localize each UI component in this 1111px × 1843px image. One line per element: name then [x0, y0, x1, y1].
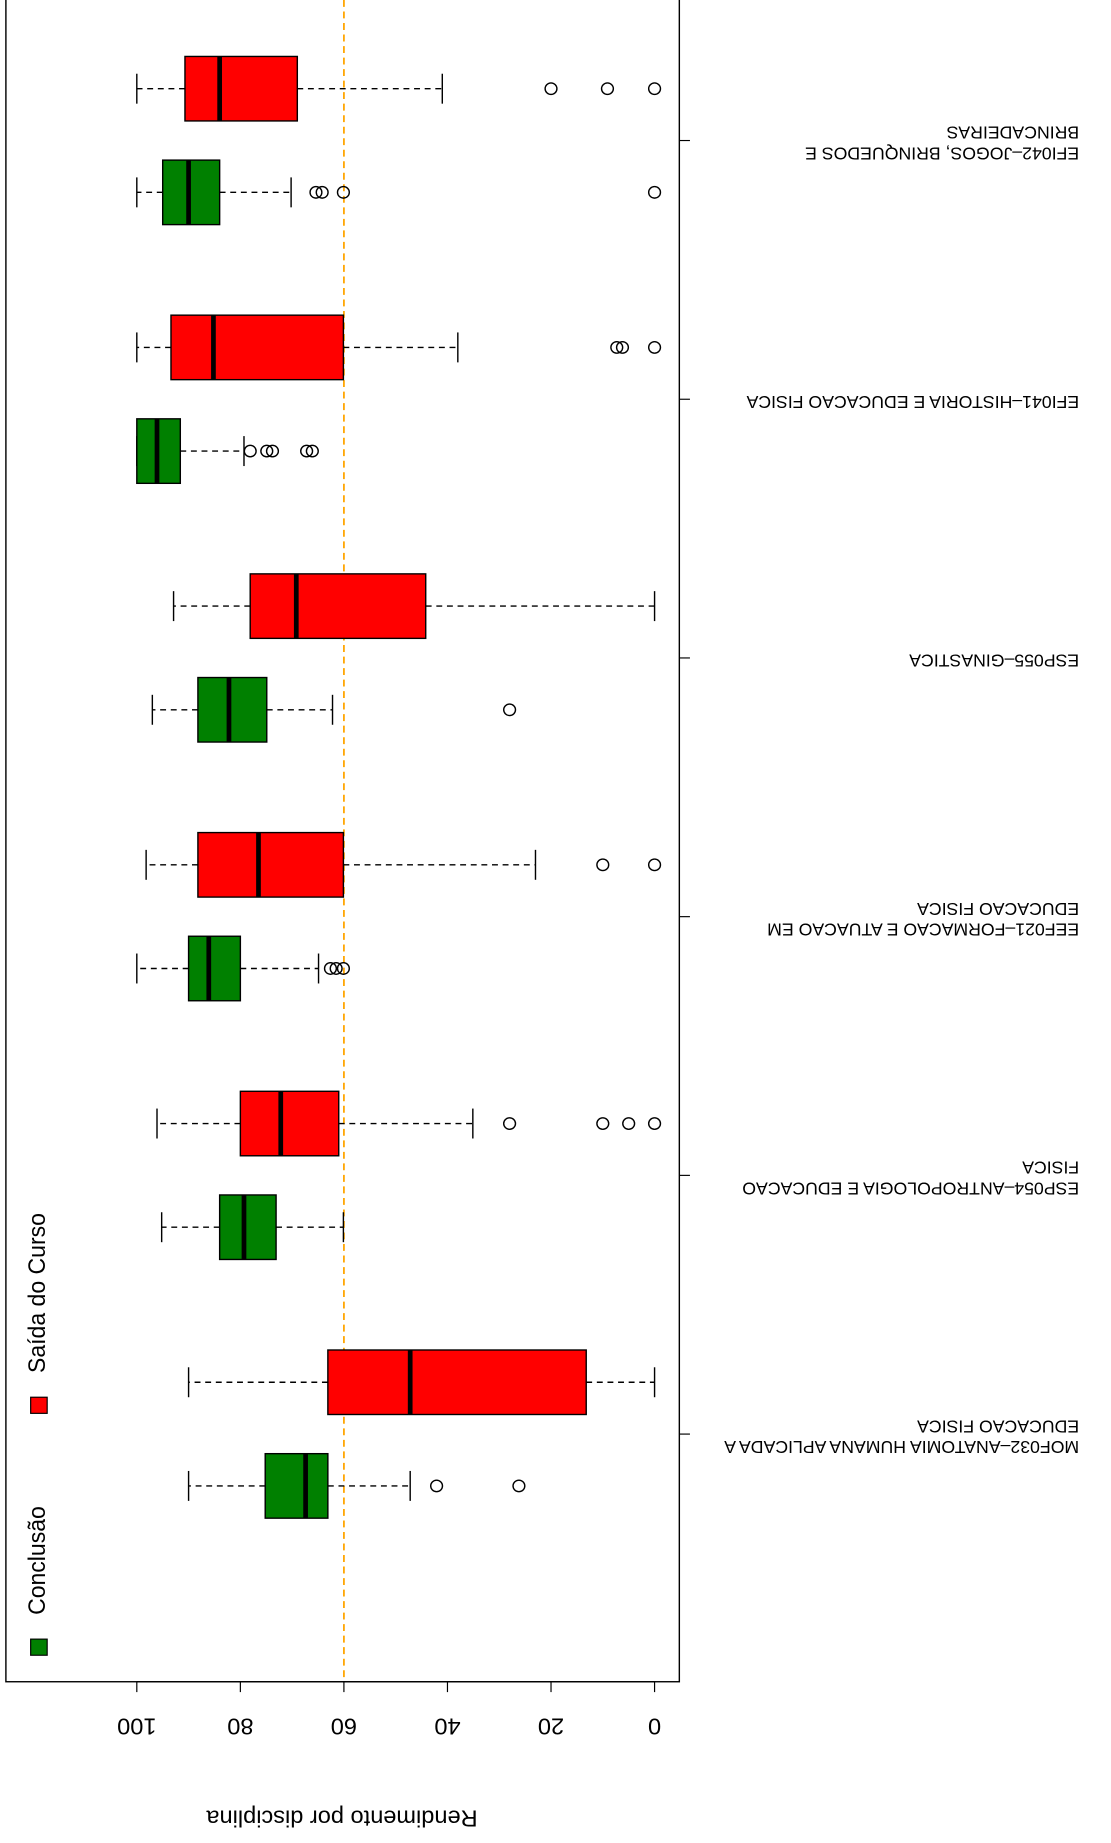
outlier: [336, 185, 351, 199]
outlier: [429, 1479, 444, 1493]
y-tick-label: 80: [227, 1713, 253, 1739]
outlier: [502, 1117, 517, 1130]
category-label: ESP055–GINASTICA: [909, 651, 1079, 671]
outlier: [596, 1117, 610, 1130]
category-label: EDUCACAO FISICA: [917, 899, 1079, 919]
outlier: [315, 185, 329, 199]
outlier: [615, 340, 630, 354]
outlier: [622, 1117, 636, 1130]
category-label: ESP054–ANTROPOLOGIA E EDUCACAO: [742, 1178, 1079, 1198]
category-label: EFI041–HISTORIA E EDUCACAO FISICA: [746, 392, 1079, 412]
box: [327, 1349, 587, 1416]
outlier: [323, 962, 338, 975]
box: [218, 1194, 277, 1261]
category-label: EDUCACAO FISICA: [917, 1416, 1079, 1436]
y-tick-label: 60: [331, 1713, 357, 1739]
outlier: [309, 185, 323, 199]
legend-swatch: [30, 1638, 48, 1656]
y-tick-label: 0: [648, 1713, 661, 1739]
outlier: [260, 444, 274, 458]
outlier: [600, 82, 615, 96]
box: [170, 314, 345, 381]
box: [197, 831, 345, 898]
outlier: [647, 858, 662, 872]
box: [184, 55, 299, 122]
box: [161, 159, 221, 226]
outlier: [647, 82, 662, 96]
box: [187, 935, 242, 1002]
outlier: [300, 444, 314, 458]
outlier: [243, 444, 257, 458]
legend-swatch: [30, 1396, 48, 1414]
outlier: [647, 340, 662, 354]
outlier: [329, 962, 343, 975]
y-tick-label: 20: [538, 1713, 564, 1739]
outlier: [502, 703, 517, 717]
outlier: [512, 1479, 526, 1493]
category-label: BRINCADEIRAS: [947, 123, 1080, 143]
box: [249, 573, 427, 640]
category-label: FISICA: [1022, 1158, 1079, 1178]
category-label: MOF032–ANATOMIA HUMANA APLICADA A: [724, 1437, 1079, 1457]
outlier: [610, 340, 624, 354]
y-tick-label: 100: [117, 1713, 156, 1739]
category-label: EFI042–JOGOS, BRINQUEDOS E: [805, 144, 1079, 164]
box: [239, 1090, 340, 1157]
outlier: [336, 962, 351, 975]
y-axis-label: Rendimento por disciplina: [206, 1805, 477, 1831]
outlier: [265, 444, 280, 458]
category-label: EEF021–FORMACAO E ATUACAO EM: [767, 920, 1079, 940]
outlier: [305, 444, 319, 458]
outlier: [647, 185, 662, 199]
outlier: [596, 858, 610, 872]
y-tick-label: 40: [434, 1713, 460, 1739]
legend-label: Saída do Curso: [24, 1213, 50, 1373]
outlier: [544, 82, 558, 96]
legend-label: Conclusão: [24, 1506, 50, 1615]
box: [264, 1452, 329, 1519]
outlier: [647, 1117, 662, 1130]
box: [197, 676, 268, 743]
